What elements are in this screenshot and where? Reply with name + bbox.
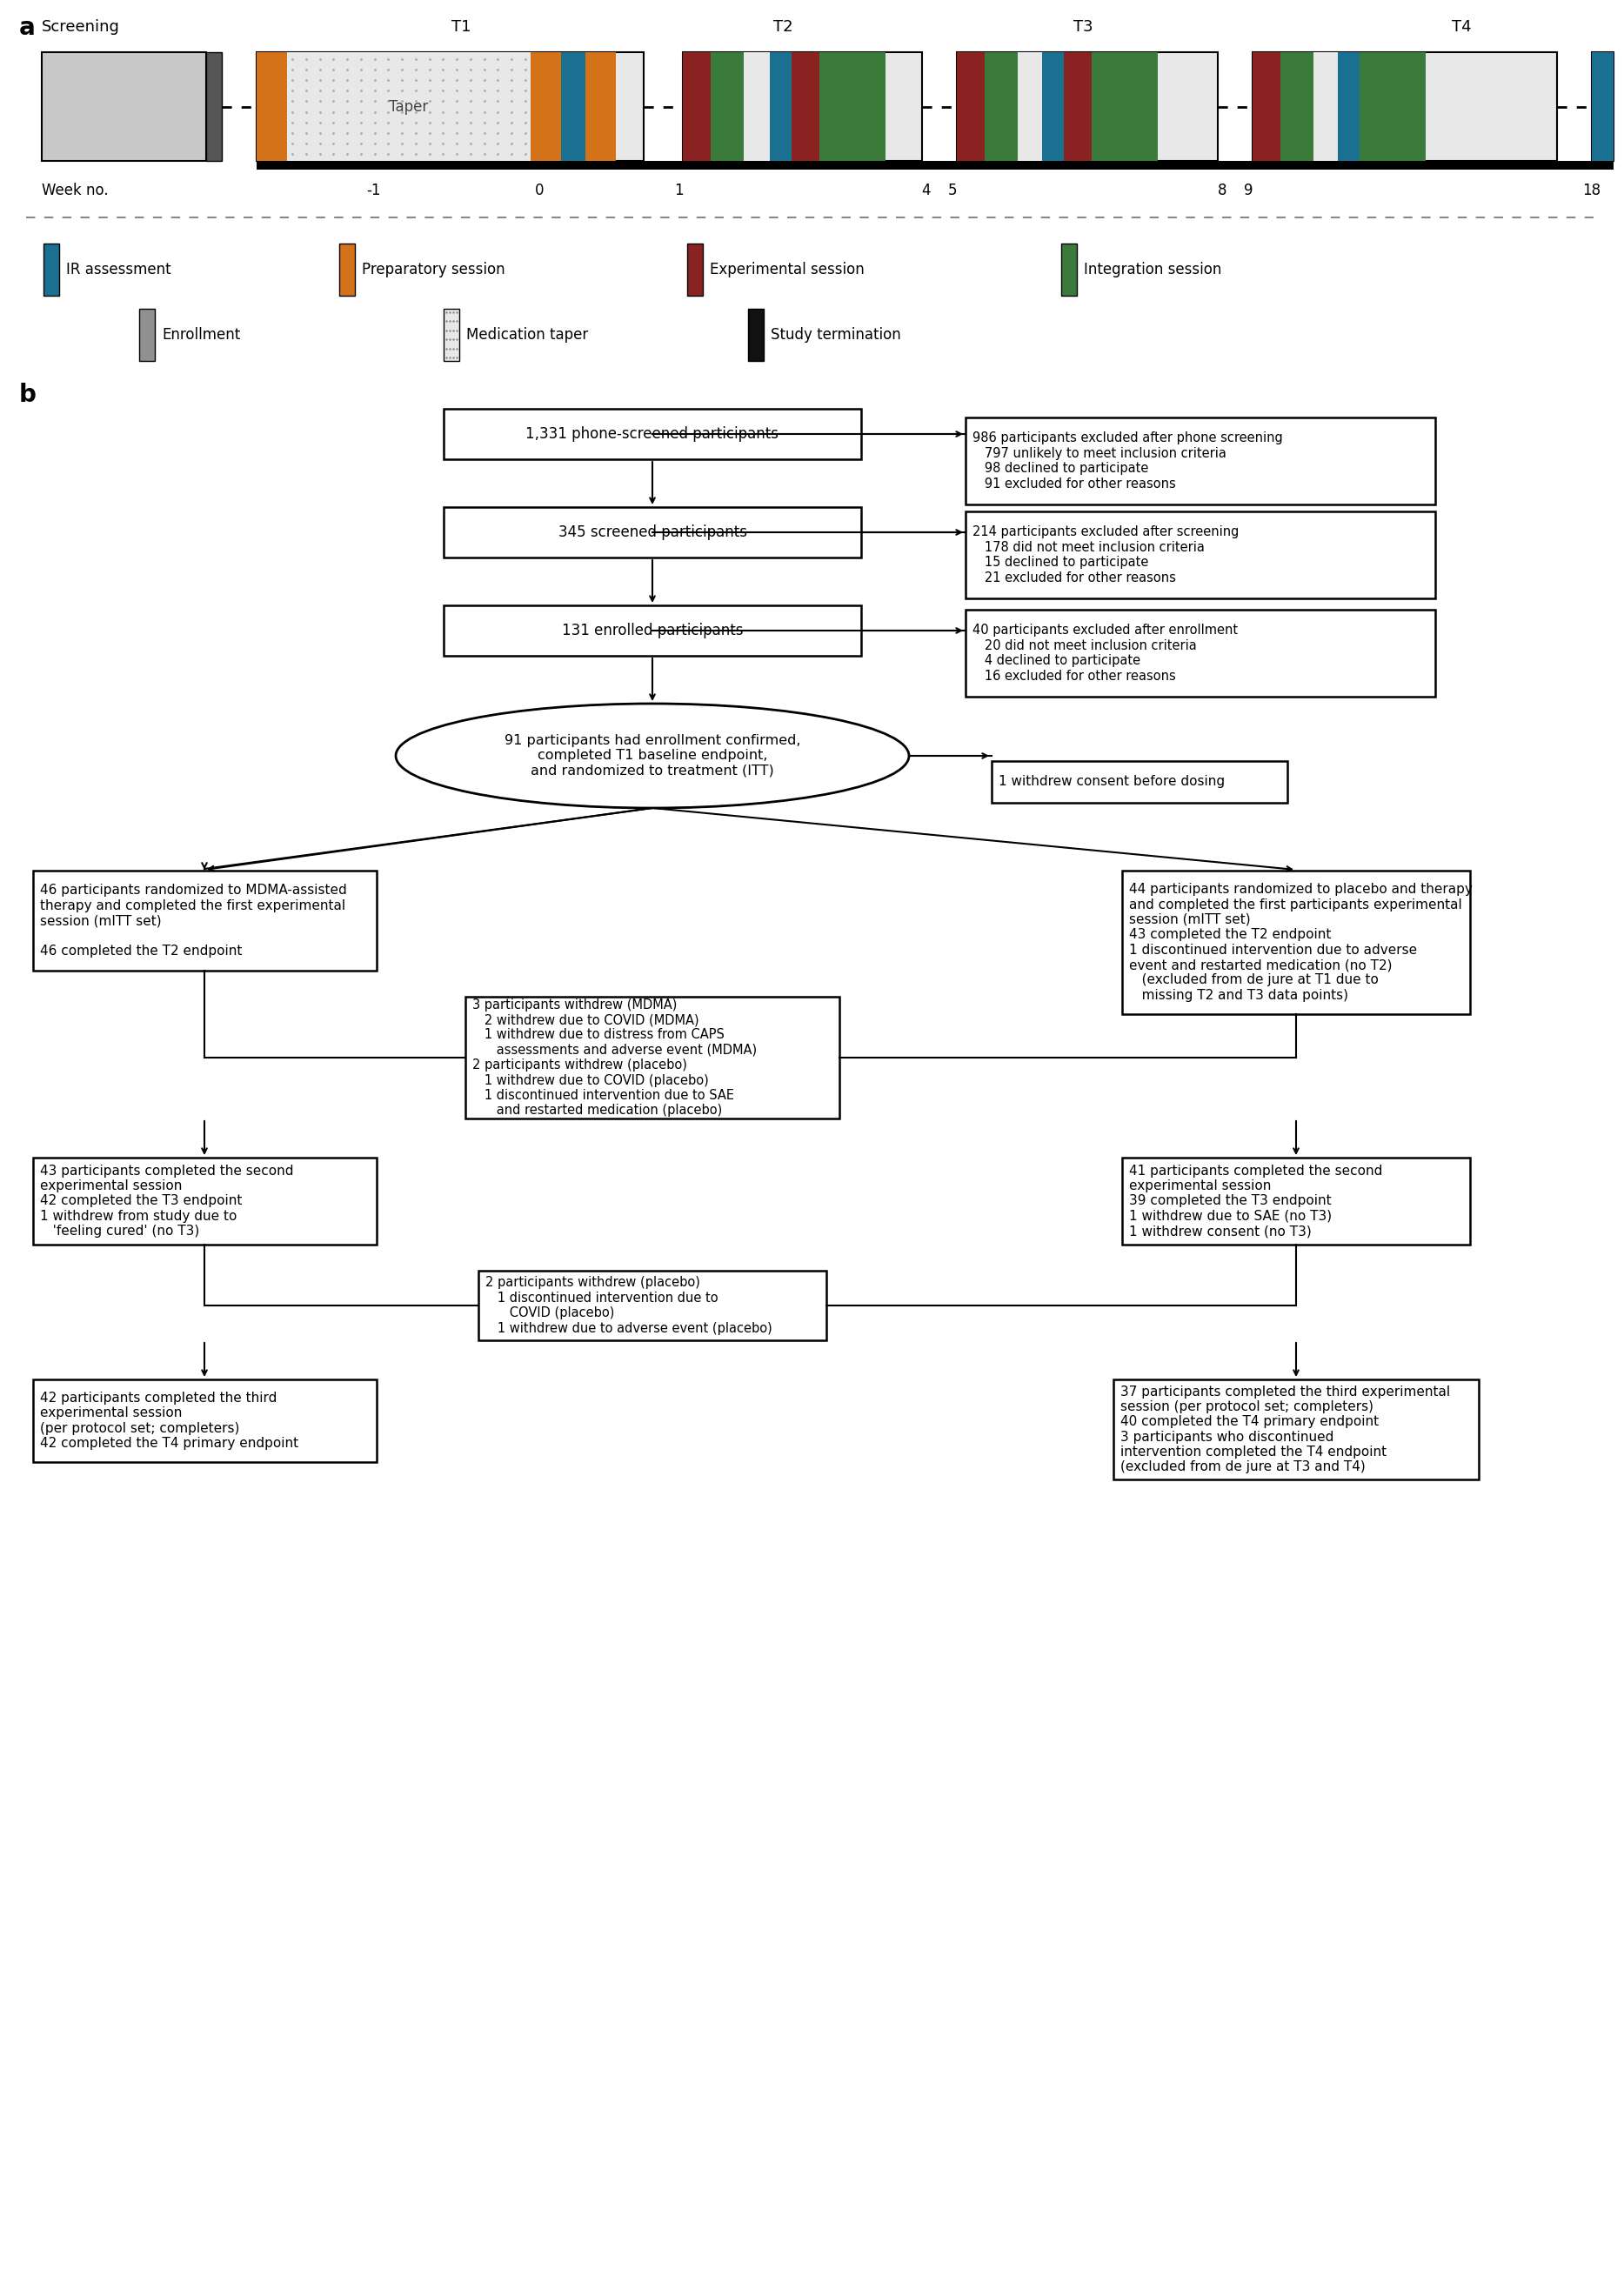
Bar: [140, 310, 154, 362]
Bar: [770, 52, 791, 162]
Text: 131 enrolled participants: 131 enrolled participants: [562, 622, 744, 638]
Bar: [966, 417, 1436, 505]
Bar: [32, 870, 377, 970]
Text: 986 participants excluded after phone screening
   797 unlikely to meet inclusio: 986 participants excluded after phone sc…: [973, 433, 1283, 490]
Text: 43 participants completed the second
experimental session
42 completed the T3 en: 43 participants completed the second exp…: [39, 1164, 294, 1239]
Bar: [820, 52, 853, 162]
Text: 37 participants completed the third experimental
session (per protocol set; comp: 37 participants completed the third expe…: [1121, 1384, 1450, 1473]
Bar: [682, 52, 711, 162]
Text: 3 participants withdrew (MDMA)
   2 withdrew due to COVID (MDMA)
   1 withdrew d: 3 participants withdrew (MDMA) 2 withdre…: [473, 997, 757, 1118]
Text: b: b: [19, 383, 36, 408]
Text: Experimental session: Experimental session: [710, 262, 864, 278]
Bar: [339, 244, 356, 296]
Text: Integration session: Integration session: [1083, 262, 1221, 278]
Text: T4: T4: [1452, 18, 1471, 34]
Text: 345 screened participants: 345 screened participants: [559, 524, 747, 540]
Bar: [257, 52, 287, 162]
Bar: [1122, 1157, 1470, 1246]
Text: Week no.: Week no.: [42, 182, 109, 198]
Bar: [443, 410, 861, 460]
Bar: [1064, 52, 1091, 162]
Bar: [744, 52, 770, 162]
Bar: [1393, 52, 1426, 162]
Text: Preparatory session: Preparatory session: [362, 262, 505, 278]
Bar: [1091, 52, 1125, 162]
Bar: [466, 997, 840, 1118]
Bar: [1252, 52, 1280, 162]
Bar: [749, 310, 763, 362]
Text: 9: 9: [1244, 182, 1252, 198]
Text: 1: 1: [674, 182, 684, 198]
Bar: [1280, 52, 1314, 162]
Bar: [257, 52, 643, 162]
Text: 5: 5: [948, 182, 957, 198]
Text: Study termination: Study termination: [771, 328, 901, 342]
Text: 91 participants had enrollment confirmed,
completed T1 baseline endpoint,
and ra: 91 participants had enrollment confirmed…: [505, 733, 801, 776]
Text: 41 participants completed the second
experimental session
39 completed the T3 en: 41 participants completed the second exp…: [1129, 1164, 1382, 1239]
Bar: [560, 52, 585, 162]
Bar: [687, 244, 703, 296]
Bar: [1125, 52, 1158, 162]
Bar: [853, 52, 885, 162]
Bar: [1592, 52, 1614, 162]
Bar: [966, 512, 1436, 599]
Bar: [1114, 1380, 1479, 1480]
Bar: [32, 1380, 377, 1462]
Text: T2: T2: [773, 18, 793, 34]
Bar: [287, 52, 531, 162]
Text: Taper: Taper: [390, 98, 429, 114]
Text: 1 withdrew consent before dosing: 1 withdrew consent before dosing: [999, 776, 1224, 788]
Text: 44 participants randomized to placebo and therapy
and completed the first partic: 44 participants randomized to placebo an…: [1129, 883, 1473, 1002]
Text: Screening: Screening: [42, 18, 120, 34]
Bar: [42, 52, 206, 162]
Bar: [44, 244, 58, 296]
Bar: [957, 52, 984, 162]
Text: 40 participants excluded after enrollment
   20 did not meet inclusion criteria
: 40 participants excluded after enrollmen…: [973, 624, 1237, 683]
Bar: [992, 761, 1288, 804]
Bar: [957, 52, 1218, 162]
Text: 1,331 phone-screened participants: 1,331 phone-screened participants: [526, 426, 780, 442]
Bar: [1018, 52, 1043, 162]
Text: 8: 8: [1218, 182, 1226, 198]
Text: 4: 4: [922, 182, 931, 198]
Bar: [32, 1157, 377, 1246]
Text: 46 participants randomized to MDMA-assisted
therapy and completed the first expe: 46 participants randomized to MDMA-assis…: [39, 883, 346, 956]
Bar: [257, 162, 1614, 168]
Bar: [984, 52, 1018, 162]
Text: a: a: [19, 16, 36, 41]
Bar: [711, 52, 744, 162]
Bar: [1592, 52, 1614, 162]
Bar: [1122, 870, 1470, 1013]
Bar: [479, 1271, 827, 1341]
Bar: [1060, 244, 1077, 296]
Bar: [1043, 52, 1064, 162]
Bar: [1359, 52, 1393, 162]
Text: T1: T1: [451, 18, 471, 34]
Text: Enrollment: Enrollment: [162, 328, 240, 342]
Text: IR assessment: IR assessment: [67, 262, 171, 278]
Text: 0: 0: [534, 182, 544, 198]
Text: 18: 18: [1583, 182, 1601, 198]
Bar: [443, 606, 861, 656]
Ellipse shape: [396, 704, 909, 808]
Bar: [966, 610, 1436, 697]
Text: 42 participants completed the third
experimental session
(per protocol set; comp: 42 participants completed the third expe…: [39, 1391, 299, 1450]
Bar: [585, 52, 615, 162]
Bar: [1314, 52, 1338, 162]
Bar: [443, 310, 460, 362]
Text: Medication taper: Medication taper: [466, 328, 588, 342]
Text: 214 participants excluded after screening
   178 did not meet inclusion criteria: 214 participants excluded after screenin…: [973, 526, 1239, 585]
Bar: [682, 52, 922, 162]
Bar: [206, 52, 222, 162]
Bar: [791, 52, 820, 162]
Text: -1: -1: [367, 182, 382, 198]
Text: 2 participants withdrew (placebo)
   1 discontinued intervention due to
      CO: 2 participants withdrew (placebo) 1 disc…: [486, 1277, 771, 1334]
Bar: [1338, 52, 1359, 162]
Text: T3: T3: [1073, 18, 1093, 34]
Bar: [1252, 52, 1557, 162]
Bar: [531, 52, 560, 162]
Bar: [443, 508, 861, 558]
